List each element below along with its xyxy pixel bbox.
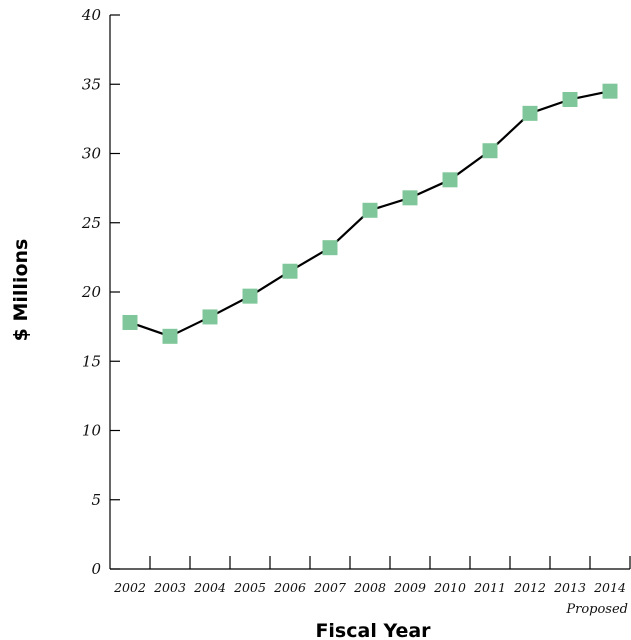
y-tick-label: 35	[82, 75, 101, 93]
x-tick-label: 2003	[153, 580, 186, 595]
data-point	[602, 83, 618, 99]
y-tick-label: 30	[82, 145, 102, 163]
y-tick-label: 25	[81, 214, 101, 232]
data-point	[242, 288, 258, 304]
x-tick-label: 2005	[233, 580, 266, 595]
series-layer	[122, 83, 618, 344]
x-axis: 2002 2003 2004 2005 2006 2007 2008 2009 2010 2011…	[110, 556, 631, 617]
data-point	[322, 240, 338, 256]
data-point	[162, 328, 178, 344]
y-tick-label: 10	[82, 422, 102, 440]
y-axis: 0 5 10 15 20 25 30 35 40	[81, 6, 120, 578]
data-point	[402, 190, 418, 206]
data-point	[282, 263, 298, 279]
data-point	[362, 202, 378, 218]
y-tick-label: 15	[82, 352, 101, 370]
data-point	[522, 105, 538, 121]
y-tick-label: 5	[91, 491, 101, 509]
x-tick-label: 2006	[273, 580, 306, 595]
x-axis-title: Fiscal Year	[315, 620, 431, 640]
data-point	[442, 172, 458, 188]
y-tick-label: 0	[91, 560, 101, 578]
y-tick-label: 40	[81, 6, 102, 24]
x-tick-label: 2002	[113, 580, 146, 595]
x-tick-label: 2012	[513, 580, 546, 595]
data-point	[482, 143, 498, 159]
data-point	[202, 309, 218, 325]
x-tick-label: 2014	[593, 580, 626, 595]
x-tick-label: 2013	[553, 580, 586, 595]
x-tick-label: 2007	[313, 580, 346, 595]
y-axis-title: $ Millions	[10, 239, 32, 342]
x-tick-label: 2004	[193, 580, 226, 595]
data-point	[122, 314, 138, 330]
x-tick-label: 2008	[353, 580, 386, 595]
x-tick-label: 2009	[393, 580, 426, 595]
y-tick-label: 20	[81, 283, 102, 301]
data-point	[562, 91, 578, 107]
proposed-annotation: Proposed	[565, 602, 628, 617]
x-tick-label: 2010	[433, 580, 466, 595]
x-tick-label: 2011	[473, 580, 506, 595]
